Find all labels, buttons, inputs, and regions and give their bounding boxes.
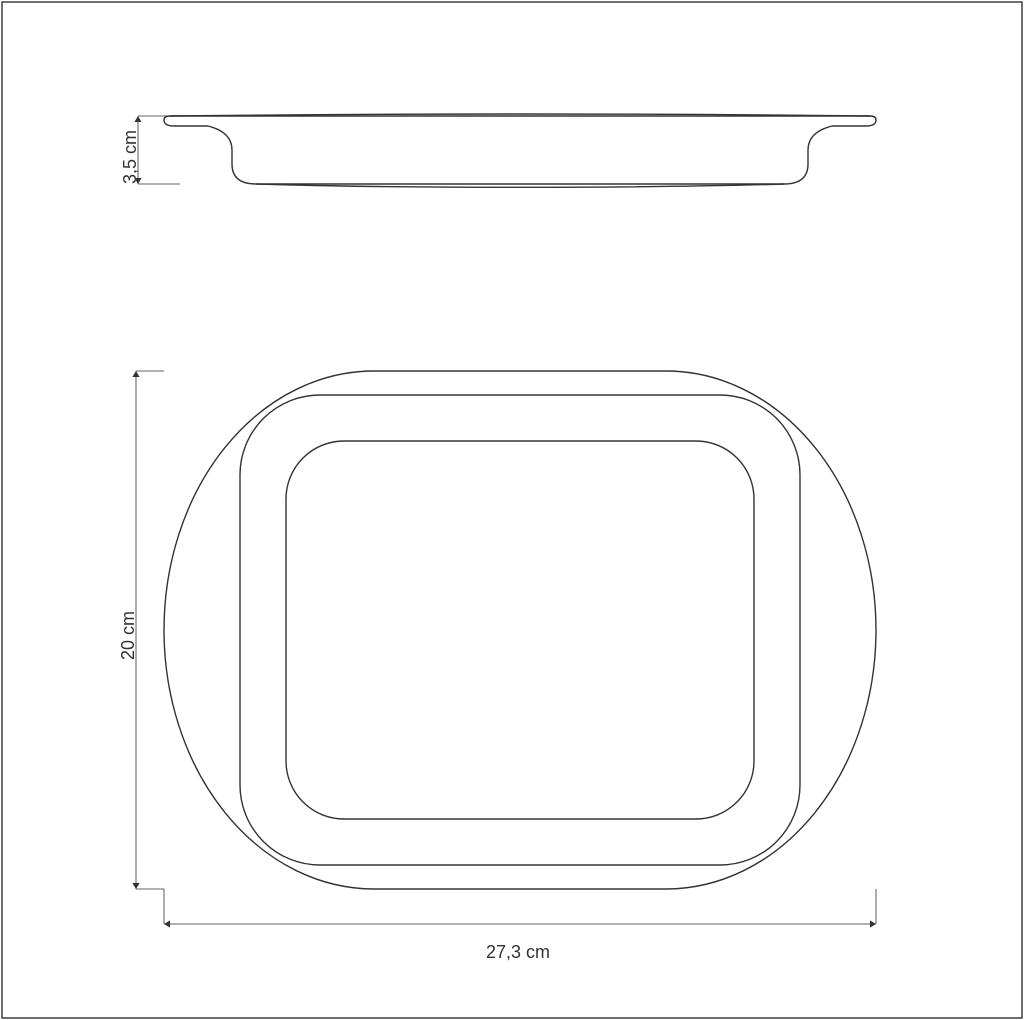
- dim-label-side-height: 3,5 cm: [120, 130, 141, 184]
- dim-label-top-width: 27,3 cm: [486, 942, 550, 963]
- drawing-canvas: 3,5 cm 20 cm 27,3 cm: [0, 0, 1024, 1020]
- drawing-svg: [0, 0, 1024, 1020]
- dim-label-top-height: 20 cm: [118, 611, 139, 660]
